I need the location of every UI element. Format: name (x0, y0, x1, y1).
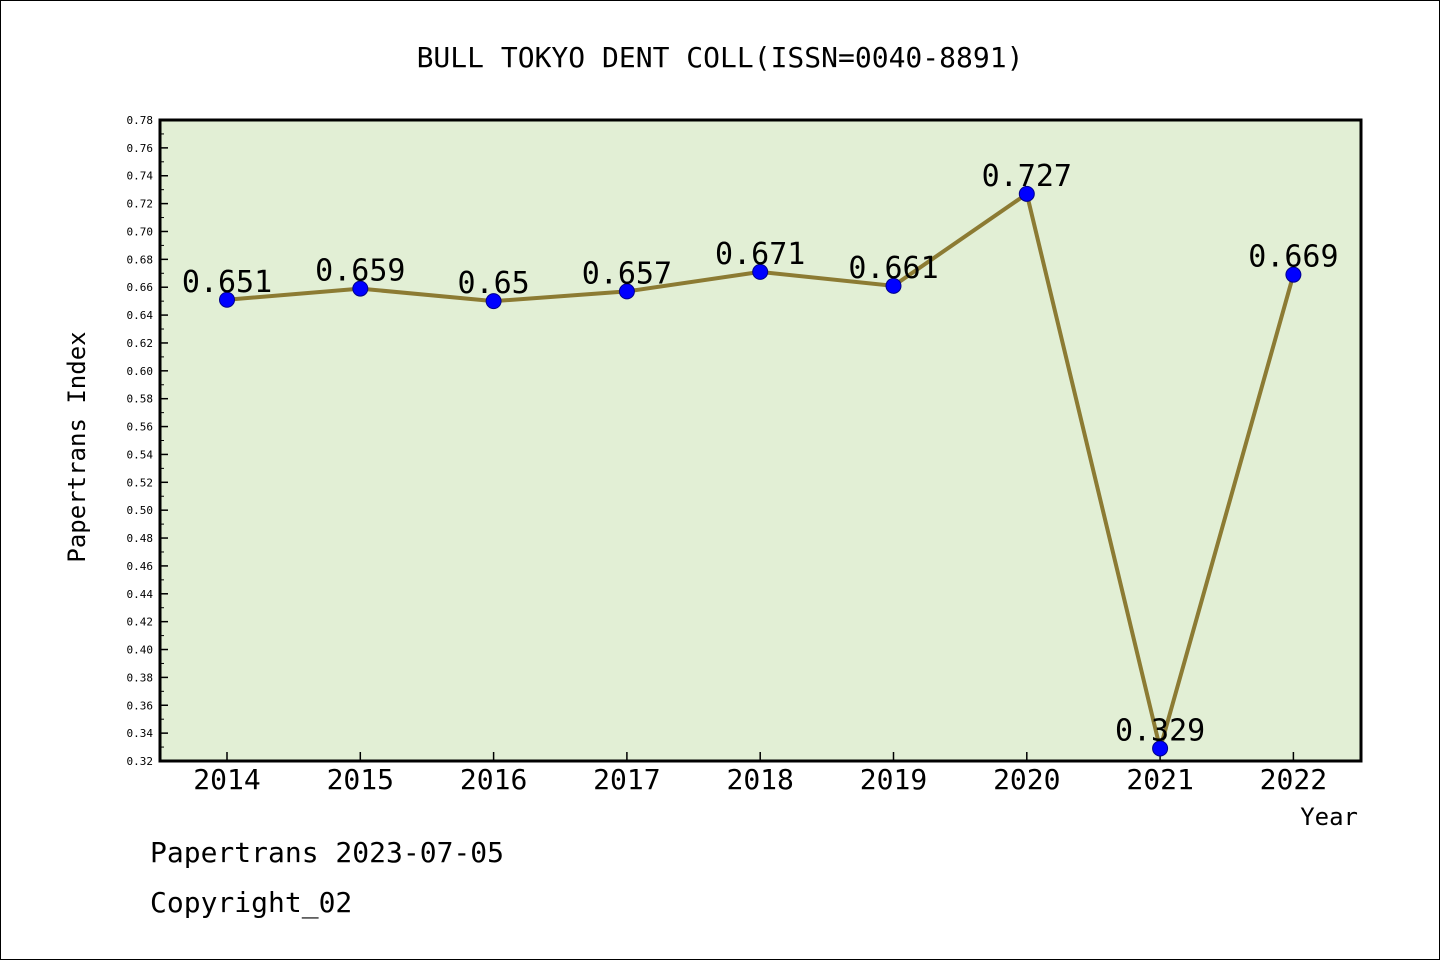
data-point (752, 263, 769, 280)
x-tick-label: 2018 (726, 763, 793, 796)
data-point (1018, 185, 1035, 202)
data-label: 0.651 (182, 265, 272, 300)
y-tick-label: 0.44 (127, 588, 154, 601)
data-point (1285, 266, 1302, 283)
footer-copyright: Copyright_02 (150, 886, 353, 919)
y-tick-label: 0.76 (127, 142, 154, 155)
y-tick-label: 0.48 (127, 532, 154, 545)
y-tick-label: 0.54 (127, 448, 154, 461)
y-axis-ticks: 0.32 0.34 0.36 0.38 0.40 0.42 0.44 0.46 0.48 0.50… (127, 114, 168, 768)
data-point (885, 277, 902, 294)
y-tick-label: 0.52 (127, 476, 154, 489)
y-tick-label: 0.66 (127, 281, 154, 294)
data-label: 0.65 (457, 266, 529, 301)
data-point (485, 293, 502, 310)
y-tick-label: 0.56 (127, 421, 154, 434)
data-label: 0.329 (1115, 713, 1205, 748)
x-axis-label: Year (1300, 803, 1358, 831)
series-layer: 0.651 0.659 0.65 0.657 0.671 0.661 0.727 0.329 0… (182, 159, 1339, 757)
data-label: 0.671 (715, 237, 805, 272)
y-tick-label: 0.36 (127, 699, 154, 712)
data-label: 0.727 (982, 159, 1072, 194)
y-tick-label: 0.62 (127, 337, 154, 350)
y-tick-label: 0.34 (127, 727, 154, 740)
plot-area (158, 118, 1363, 763)
x-axis-ticks: 2014 2015 2016 2017 2018 2019 2020 2021 2022 (193, 752, 1327, 796)
y-tick-label: 0.50 (127, 504, 154, 517)
x-tick-label: 2019 (860, 763, 927, 796)
data-point (352, 280, 369, 297)
x-tick-label: 2022 (1260, 763, 1327, 796)
data-label: 0.669 (1248, 240, 1338, 275)
footer-date: Papertrans 2023-07-05 (150, 836, 505, 869)
y-tick-label: 0.32 (127, 755, 154, 768)
data-point (219, 291, 235, 308)
y-tick-label: 0.72 (127, 198, 154, 211)
x-tick-label: 2014 (193, 763, 260, 796)
x-tick-label: 2021 (1126, 763, 1193, 796)
data-point (618, 283, 635, 300)
x-tick-label: 2016 (460, 763, 527, 796)
x-tick-label: 2017 (593, 763, 660, 796)
y-tick-label: 0.64 (127, 309, 154, 322)
y-tick-label: 0.40 (127, 644, 154, 657)
chart-title: BULL TOKYO DENT COLL(ISSN=0040-8891) (417, 41, 1024, 74)
data-label: 0.661 (848, 251, 938, 286)
data-label: 0.659 (315, 254, 405, 289)
data-point (1152, 740, 1169, 757)
y-tick-label: 0.70 (127, 225, 154, 238)
y-axis-label: Papertrans Index (63, 331, 91, 562)
y-tick-label: 0.78 (127, 114, 154, 127)
x-tick-label: 2020 (993, 763, 1060, 796)
y-tick-label: 0.38 (127, 671, 154, 684)
y-tick-label: 0.46 (127, 560, 154, 573)
y-tick-label: 0.68 (127, 253, 154, 266)
x-tick-label: 2015 (327, 763, 394, 796)
y-tick-label: 0.60 (127, 365, 154, 378)
y-tick-label: 0.58 (127, 393, 154, 406)
data-label: 0.657 (582, 256, 672, 291)
y-tick-label: 0.74 (127, 170, 154, 183)
y-tick-label: 0.42 (127, 616, 154, 629)
